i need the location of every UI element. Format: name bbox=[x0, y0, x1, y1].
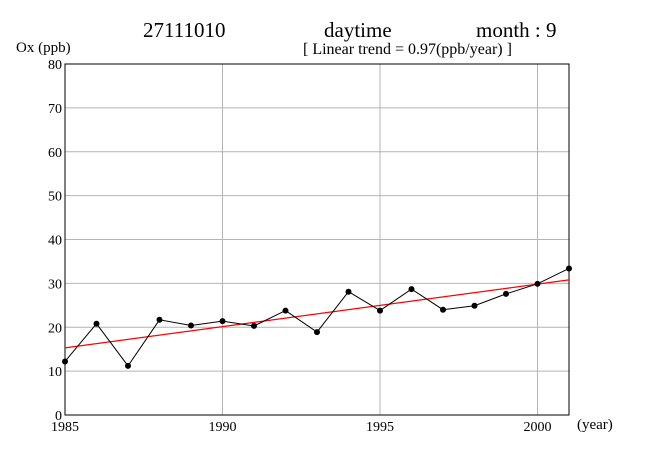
x-tick-label: 2000 bbox=[524, 420, 552, 435]
period-label: daytime bbox=[324, 18, 392, 42]
plot-frame bbox=[64, 63, 570, 416]
data-point bbox=[566, 265, 572, 272]
y-tick-label: 10 bbox=[48, 365, 62, 380]
data-point bbox=[471, 302, 478, 309]
data-point bbox=[282, 307, 289, 314]
tick-labels: 0 10 20 30 40 50 60 70 80 1985 1990 1995 2000 bbox=[48, 58, 552, 435]
data-point bbox=[408, 286, 415, 293]
data-point bbox=[345, 288, 352, 295]
trend-label: [ Linear trend = 0.97(ppb/year) ] bbox=[303, 41, 512, 58]
data-point bbox=[62, 358, 68, 365]
y-tick-label: 0 bbox=[55, 409, 62, 424]
data-point bbox=[377, 307, 383, 314]
y-tick-label: 40 bbox=[48, 234, 62, 249]
data-point bbox=[251, 322, 257, 329]
grid bbox=[65, 64, 569, 415]
x-axis-label: (year) bbox=[577, 417, 613, 433]
data-point bbox=[534, 280, 541, 287]
data-point bbox=[314, 329, 320, 336]
y-tick-label: 20 bbox=[48, 321, 62, 336]
y-tick-label: 70 bbox=[48, 102, 62, 117]
y-axis-label: Ox (ppb) bbox=[16, 40, 71, 56]
x-tick-label: 1995 bbox=[366, 420, 394, 435]
data-point bbox=[93, 320, 100, 327]
station-code: 27111010 bbox=[143, 18, 226, 42]
month-label: month : 9 bbox=[476, 18, 557, 42]
data-point bbox=[188, 322, 194, 329]
data-point bbox=[440, 306, 446, 313]
data-points bbox=[62, 265, 572, 369]
data-point bbox=[219, 318, 226, 325]
data-point bbox=[503, 290, 509, 297]
x-tick-label: 1990 bbox=[209, 420, 237, 435]
x-tick-label: 1985 bbox=[51, 420, 79, 435]
y-tick-label: 60 bbox=[48, 146, 62, 161]
data-point bbox=[125, 362, 131, 369]
y-tick-label: 50 bbox=[48, 190, 62, 205]
data-point bbox=[156, 316, 163, 323]
y-tick-label: 30 bbox=[48, 277, 62, 292]
trend-line bbox=[64, 279, 570, 349]
y-tick-label: 80 bbox=[48, 58, 62, 73]
